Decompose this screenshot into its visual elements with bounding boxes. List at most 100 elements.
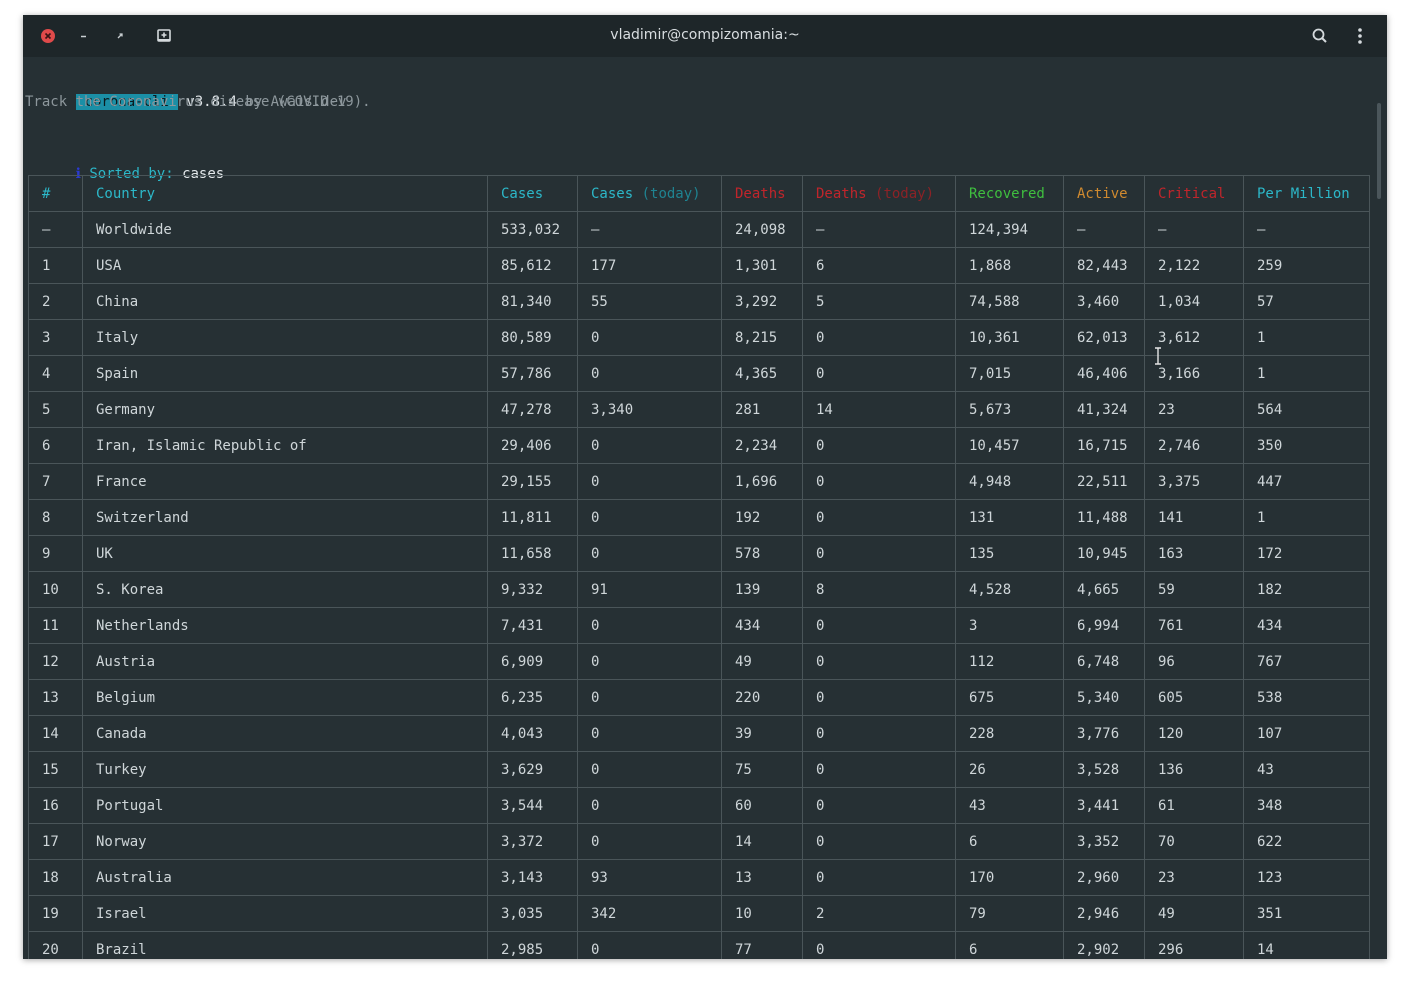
cell-rank: 8 [28, 499, 83, 536]
cell-per-million: 14 [1243, 931, 1370, 959]
table-row: 6 Iran, Islamic Republic of 29,406 0 2,234 0 1… [28, 427, 1370, 464]
stats-table: # Country Cases Cases (today) Deaths Dea… [28, 175, 1370, 959]
cell-critical: 163 [1144, 535, 1244, 572]
app-tagline: Track the Coronavirus disease (COVID-19)… [25, 94, 371, 110]
cell-cases: 3,372 [487, 823, 578, 860]
cell-critical: 70 [1144, 823, 1244, 860]
cell-per-million: 259 [1243, 247, 1370, 284]
cell-cases: 6,909 [487, 643, 578, 680]
cell-cases-today: 55 [577, 283, 722, 320]
cell-recovered: 131 [955, 499, 1064, 536]
cell-recovered: 135 [955, 535, 1064, 572]
cell-active: — [1063, 211, 1145, 248]
cell-deaths: 192 [721, 499, 803, 536]
cell-deaths-today: 6 [802, 247, 956, 284]
col-per-million: Per Million [1243, 175, 1370, 212]
cell-rank: 17 [28, 823, 83, 860]
cell-active: 5,340 [1063, 679, 1145, 716]
table-row: 19 Israel 3,035 342 10 2 79 2,946 49 351 [28, 895, 1370, 932]
cell-deaths-today: 2 [802, 895, 956, 932]
cell-cases: 57,786 [487, 355, 578, 392]
close-x-icon [44, 32, 52, 40]
cell-deaths-today: 0 [802, 859, 956, 896]
sort-line: ℹ Sorted by: cases [25, 147, 225, 182]
cell-deaths-today: 0 [802, 715, 956, 752]
table-row: 3 Italy 80,589 0 8,215 0 10,361 62,013 3,612 1 [28, 319, 1370, 356]
cell-per-million: — [1243, 211, 1370, 248]
cell-per-million: 538 [1243, 679, 1370, 716]
cell-cases: 11,658 [487, 535, 578, 572]
app-author: by Awais.dev [245, 94, 347, 110]
table-row: — Worldwide 533,032—24,098—124,394— — — [28, 211, 1370, 248]
cell-cases: 9,332 [487, 571, 578, 608]
cell-cases-today: 0 [577, 355, 722, 392]
cell-rank: 20 [28, 931, 83, 959]
cell-critical: 141 [1144, 499, 1244, 536]
cell-active: 4,665 [1063, 571, 1145, 608]
menu-button[interactable] [1350, 26, 1370, 46]
cell-rank: 2 [28, 283, 83, 320]
cell-country: S. Korea [82, 571, 488, 608]
cell-critical: — [1144, 211, 1244, 248]
text-cursor-icon [1155, 347, 1161, 365]
cell-cases: 11,811 [487, 499, 578, 536]
cell-recovered: 170 [955, 859, 1064, 896]
cell-country: France [82, 463, 488, 500]
scrollbar[interactable] [1377, 103, 1381, 199]
cell-deaths-today: 5 [802, 283, 956, 320]
cell-deaths: 10 [721, 895, 803, 932]
cell-cases: 6,235 [487, 679, 578, 716]
table-header-row: # Country Cases Cases (today) Deaths Dea… [28, 175, 1370, 212]
col-deaths-today: Deaths (today) [802, 175, 956, 212]
cell-recovered: 10,361 [955, 319, 1064, 356]
app-badge: corona-cli [75, 94, 178, 110]
cell-per-million: 182 [1243, 571, 1370, 608]
cell-active: 46,406 [1063, 355, 1145, 392]
cell-country: Canada [82, 715, 488, 752]
cell-active: 62,013 [1063, 319, 1145, 356]
cell-cases-today: 0 [577, 463, 722, 500]
cell-cases: 29,406 [487, 427, 578, 464]
cell-rank: 11 [28, 607, 83, 644]
cell-cases: 3,035 [487, 895, 578, 932]
new-tab-button[interactable] [154, 26, 174, 46]
cell-per-million: 767 [1243, 643, 1370, 680]
cell-active: 16,715 [1063, 427, 1145, 464]
cell-active: 3,776 [1063, 715, 1145, 752]
cell-rank: 4 [28, 355, 83, 392]
cell-deaths-today: 0 [802, 823, 956, 860]
search-button[interactable] [1310, 26, 1330, 46]
table-row: 13 Belgium 6,235 0 220 0 675 5,340 605 538 [28, 679, 1370, 716]
table-row: 20 Brazil 2,985 0 77 0 6 2,902 296 14 [28, 931, 1370, 959]
cell-deaths: 220 [721, 679, 803, 716]
menu-icon [1358, 28, 1362, 44]
minimize-button[interactable] [74, 26, 94, 46]
close-button[interactable] [38, 26, 58, 46]
cell-recovered: 43 [955, 787, 1064, 824]
cell-rank: 10 [28, 571, 83, 608]
cell-active: 6,994 [1063, 607, 1145, 644]
cell-deaths-today: 8 [802, 571, 956, 608]
cell-deaths: 13 [721, 859, 803, 896]
cell-deaths: 60 [721, 787, 803, 824]
app-version: v3.8.4 [186, 94, 237, 110]
cell-cases-today: — [577, 211, 722, 248]
restore-button[interactable] [110, 26, 130, 46]
cell-deaths: 1,301 [721, 247, 803, 284]
table-row: 5 Germany 47,278 3,340 281 14 5,673 41,324 23 564 [28, 391, 1370, 428]
table-row: 4 Spain 57,786 0 4,365 0 7,015 46,406 3,166 1 [28, 355, 1370, 392]
cell-active: 3,528 [1063, 751, 1145, 788]
cell-deaths: 434 [721, 607, 803, 644]
cell-deaths: 3,292 [721, 283, 803, 320]
cell-cases: 4,043 [487, 715, 578, 752]
cell-active: 22,511 [1063, 463, 1145, 500]
cell-cases: 80,589 [487, 319, 578, 356]
terminal-content[interactable]: corona-cli v3.8.4 by Awais.dev Track the… [23, 57, 1387, 959]
table-row: 14 Canada 4,043 0 39 0 228 3,776 120 107 [28, 715, 1370, 752]
cell-cases: 47,278 [487, 391, 578, 428]
table-row: 2 China 81,340 55 3,292 5 74,588 3,460 1,034 57 [28, 283, 1370, 320]
cell-recovered: 1,868 [955, 247, 1064, 284]
cell-critical: 23 [1144, 859, 1244, 896]
cell-per-million: 107 [1243, 715, 1370, 752]
cell-country: Turkey [82, 751, 488, 788]
